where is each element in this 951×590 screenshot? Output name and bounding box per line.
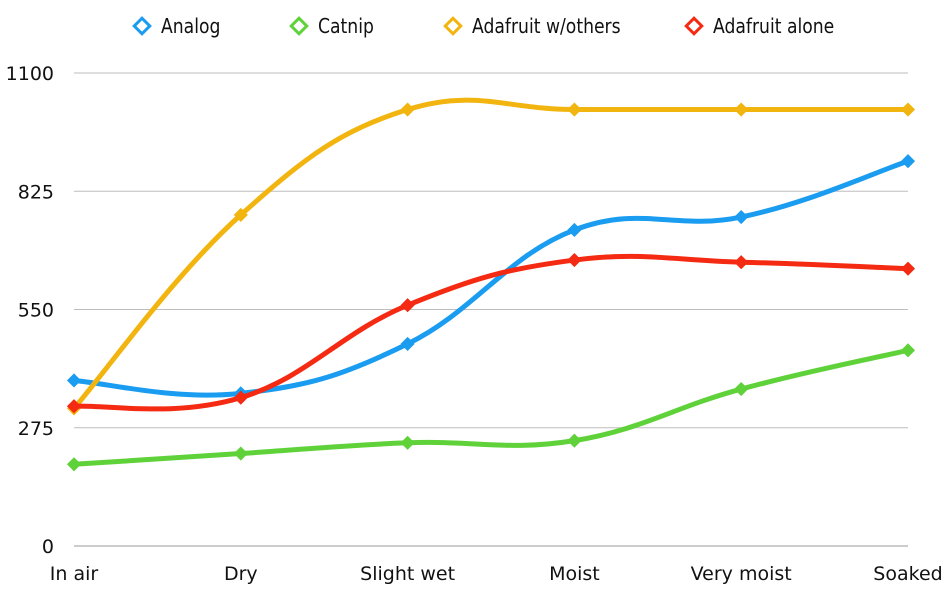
data-point-marker	[233, 207, 248, 222]
data-point-marker	[900, 261, 916, 276]
legend-item-analog: Analog	[132, 14, 230, 38]
legend-label-adafruit-alone: Adafruit alone	[713, 14, 835, 38]
data-point-marker	[734, 381, 749, 397]
y-tick-label: 550	[18, 300, 54, 322]
data-point-marker	[66, 373, 82, 388]
y-tick-label: 275	[18, 418, 54, 440]
series-line-adafruit-alone	[71, 253, 911, 412]
data-point-marker	[400, 102, 415, 117]
data-point-marker	[567, 102, 582, 117]
data-point-marker	[900, 102, 916, 117]
data-point-marker	[66, 399, 82, 414]
data-point-marker	[900, 343, 916, 358]
data-point-marker	[400, 298, 415, 313]
x-tick-label: Slight wet	[360, 563, 455, 585]
data-point-marker	[734, 102, 749, 117]
data-point-marker	[734, 209, 749, 225]
y-tick-label: 1100	[6, 63, 54, 85]
data-point-marker	[66, 457, 82, 472]
series-line-analog	[71, 158, 911, 398]
series-line-catnip	[71, 347, 911, 467]
data-point-marker	[734, 255, 749, 270]
legend-label-catnip: Catnip	[318, 14, 374, 38]
x-tick-label: Moist	[549, 563, 600, 585]
legend-label-analog: Analog	[161, 14, 221, 38]
x-tick-label: Very moist	[691, 563, 792, 585]
data-point-marker	[567, 222, 582, 238]
data-point-marker	[567, 252, 582, 268]
data-point-marker	[567, 433, 582, 448]
data-point-marker	[900, 154, 916, 169]
x-tick-label: Soaked	[873, 563, 942, 585]
legend: Analog Catnip Adafruit w/others Adafruit…	[0, 14, 951, 44]
data-point-marker	[400, 435, 415, 450]
data-point-marker	[400, 336, 415, 351]
y-tick-label: 825	[18, 181, 54, 203]
x-tick-label: Dry	[224, 563, 258, 585]
legend-item-adafruit-others: Adafruit w/others	[443, 14, 645, 38]
data-point-marker	[233, 390, 248, 405]
y-tick-label: 0	[42, 536, 54, 558]
data-point-marker	[233, 446, 248, 461]
legend-item-adafruit-alone: Adafruit alone	[684, 14, 854, 38]
x-tick-label: In air	[50, 563, 99, 585]
legend-label-adafruit-others: Adafruit w/others	[472, 14, 621, 38]
series-line-adafruit-w-others	[71, 97, 911, 411]
legend-item-catnip: Catnip	[289, 14, 383, 38]
